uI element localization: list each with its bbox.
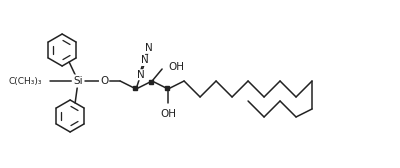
Text: OH: OH — [168, 62, 184, 72]
Text: N: N — [142, 55, 149, 66]
Text: Si: Si — [73, 76, 83, 86]
Text: N: N — [146, 43, 153, 53]
Text: OH: OH — [160, 109, 176, 119]
Text: C(CH₃)₃: C(CH₃)₃ — [9, 76, 42, 86]
Text: N: N — [137, 70, 145, 80]
Text: O: O — [100, 76, 108, 86]
